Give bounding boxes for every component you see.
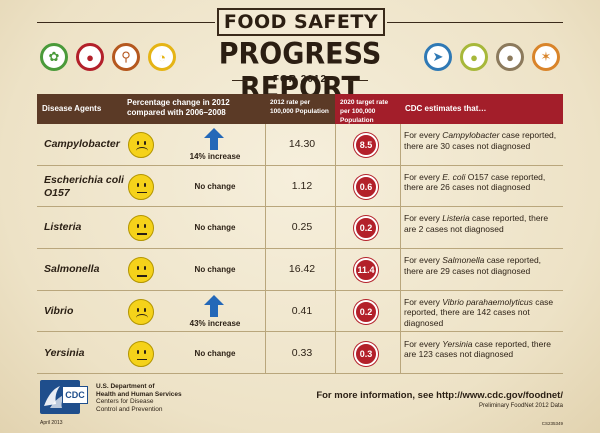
disease-agent-name: Yersinia <box>44 346 85 359</box>
title-rule-right <box>387 22 563 23</box>
estimate-suffix: case reported, there are 2 cases not dia… <box>404 213 549 234</box>
estimate-organism: E. coli <box>442 171 466 182</box>
estimate-prefix: For every <box>404 213 443 224</box>
rate-2012: 0.41 <box>291 304 313 317</box>
estimate-prefix: For every <box>404 255 443 266</box>
title-rule-left <box>37 22 215 23</box>
percent-change: No change <box>194 223 236 233</box>
estimate-prefix: For every <box>404 171 443 182</box>
poster-title: FOOD SAFETY <box>223 11 379 33</box>
cdc-estimate: For every E. coli O157 case reported, th… <box>404 172 560 193</box>
percent-change: 14% increase <box>189 152 241 161</box>
header-percent-change: Percentage change in 2012 compared with … <box>122 94 265 124</box>
fish-icon: ➤ <box>424 43 452 71</box>
publication-date: April 2013 <box>40 420 63 426</box>
header-cdc-estimates: CDC estimates that… <box>400 94 563 124</box>
rate-2012: 16.42 <box>288 263 316 276</box>
table-row <box>37 124 563 166</box>
dept-line-1: U.S. Department of <box>96 383 155 390</box>
estimate-suffix: case reported, there are 29 cases not di… <box>404 255 542 276</box>
dairy-icon: ◔ <box>148 43 176 71</box>
table-row <box>37 333 563 375</box>
target-rate-2020: 11.4 <box>354 258 378 283</box>
percent-change: No change <box>194 265 236 275</box>
frown-face-icon <box>128 132 154 158</box>
year-rule-left <box>232 80 252 81</box>
target-rate-2020: 8.5 <box>354 133 378 157</box>
table-row <box>37 166 563 208</box>
cdc-estimate: For every Campylobacter case reported, t… <box>404 130 560 151</box>
rate-2012: 14.30 <box>288 138 316 150</box>
target-rate-2020: 0.2 <box>354 216 378 241</box>
estimate-suffix: case reported, there are 142 cases not d… <box>404 296 554 328</box>
estimate-prefix: For every <box>404 338 443 349</box>
cdc-estimate: For every Yersinia case reported, there … <box>404 339 560 360</box>
document-code: CS235349 <box>541 421 563 426</box>
nuts-icon: ● <box>496 43 524 71</box>
fruit-icon: ● <box>460 43 488 71</box>
column-divider <box>335 124 336 374</box>
dept-line-4: Control and Prevention <box>96 405 163 413</box>
cdc-estimate: For every Salmonella case reported, ther… <box>404 255 560 276</box>
leafy-greens-icon: ✿ <box>40 43 68 71</box>
frown-face-icon <box>128 298 154 325</box>
beef-icon: ● <box>76 43 104 71</box>
percent-change: No change <box>194 348 236 358</box>
more-info-link[interactable]: For more information, see http://www.cdc… <box>316 390 563 401</box>
neutral-face-icon <box>128 257 154 284</box>
estimate-prefix: For every <box>404 296 443 307</box>
header-2012-rate: 2012 rate per 100,000 Population <box>265 94 335 124</box>
target-rate-2020: 0.2 <box>354 299 378 324</box>
column-divider <box>400 124 401 374</box>
estimate-suffix: O157 case reported, there are 26 cases n… <box>404 171 546 193</box>
rate-2012: 0.25 <box>291 221 313 234</box>
cdc-estimate: For every Listeria case reported, there … <box>404 213 560 234</box>
increase-arrow-icon <box>204 294 224 322</box>
estimate-prefix: For every <box>404 130 443 140</box>
disease-agent-name: Escherichia coli O157 <box>44 173 124 199</box>
dept-line-2: Health and Human Services <box>96 390 182 398</box>
header-disease-agents: Disease Agents <box>37 94 122 124</box>
estimate-organism: Vibrio parahaemolyticus <box>442 296 533 307</box>
disease-agent-name: Salmonella <box>44 263 100 276</box>
data-source: Preliminary FoodNet 2012 Data <box>478 403 563 409</box>
estimate-suffix: case reported, there are 123 cases not d… <box>404 338 551 360</box>
report-year: FOR 2012 <box>272 74 328 85</box>
cdc-logo: CDC <box>62 386 88 404</box>
rate-2012: 1.12 <box>291 179 313 192</box>
cdc-estimate: For every Vibrio parahaemolyticus case r… <box>404 297 560 329</box>
neutral-face-icon <box>128 173 154 200</box>
table-row <box>37 291 563 333</box>
target-rate-2020: 0.6 <box>354 174 378 199</box>
disease-agent-name: Vibrio <box>44 304 74 317</box>
estimate-organism: Salmonella <box>442 255 485 266</box>
disease-agent-name: Listeria <box>44 221 82 234</box>
year-rule-right <box>348 80 368 81</box>
title-box: FOOD SAFETY <box>217 8 385 36</box>
header-2020-target: 2020 target rate per 100,000 Population <box>335 94 400 124</box>
grains-icon: ✶ <box>532 43 560 71</box>
percent-change: 43% increase <box>189 318 241 328</box>
target-rate-2020: 0.3 <box>354 341 378 366</box>
column-divider <box>265 124 266 374</box>
percent-change: No change <box>194 181 236 191</box>
estimate-organism: Listeria <box>442 213 470 224</box>
table-row <box>37 207 563 250</box>
neutral-face-icon <box>128 340 154 367</box>
estimate-suffix: case reported, there are 30 cases not di… <box>404 130 557 151</box>
poultry-icon: ⚲ <box>112 43 140 71</box>
disease-agent-name: Campylobacter <box>44 138 120 150</box>
table-row <box>37 249 563 291</box>
increase-arrow-icon <box>204 128 224 155</box>
rate-2012: 0.33 <box>291 346 313 359</box>
neutral-face-icon <box>128 215 154 242</box>
dept-line-3: Centers for Disease <box>96 398 154 405</box>
estimate-organism: Campylobacter <box>442 130 500 140</box>
estimate-organism: Yersinia <box>442 338 473 349</box>
